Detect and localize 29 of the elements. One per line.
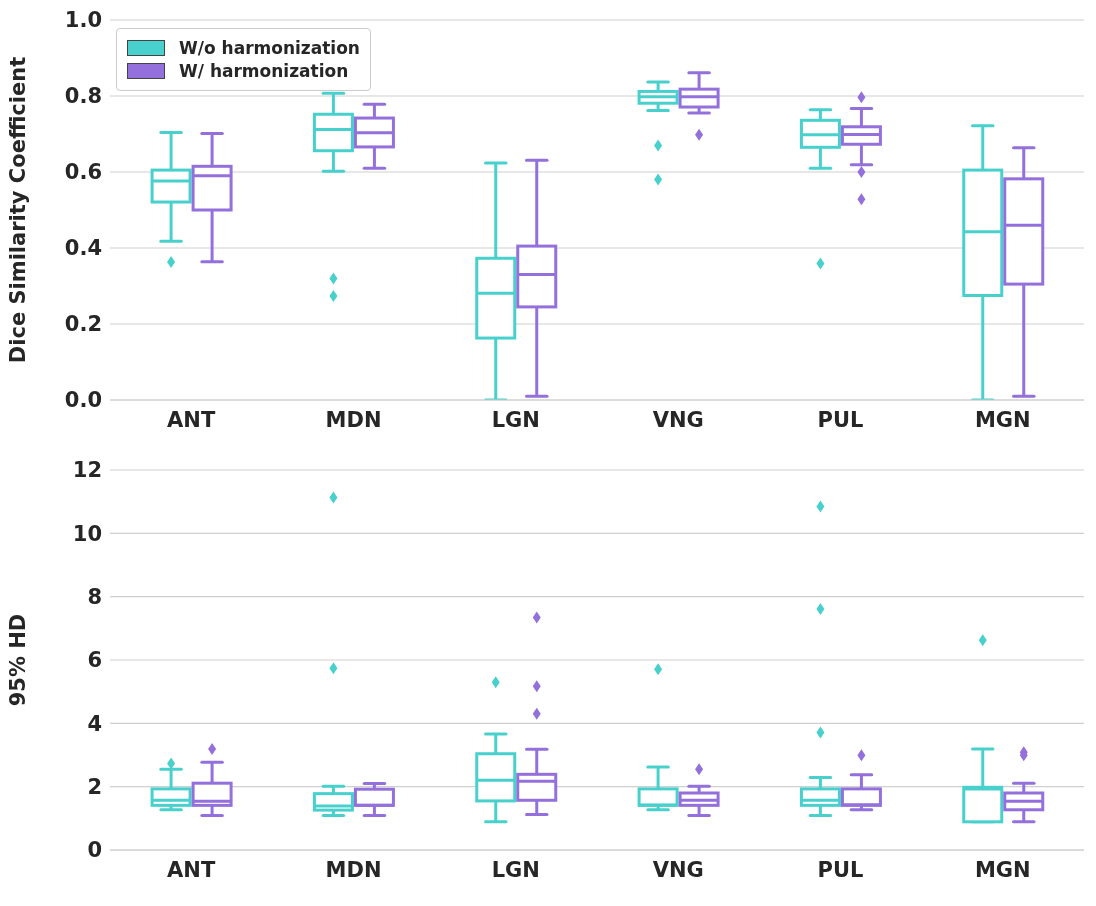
y-axis-title: 95% HD (6, 613, 31, 707)
x-tick-label: PUL (817, 857, 864, 882)
y-tick-label: 10 (72, 521, 102, 546)
x-tick-label: VNG (652, 857, 704, 882)
y-tick-label: 12 (72, 458, 102, 483)
y-tick-label: 0.6 (64, 160, 102, 185)
x-tick-label: VNG (652, 407, 704, 432)
x-tick-label: MGN (974, 857, 1031, 882)
legend-label: W/o harmonization (179, 38, 360, 58)
x-tick-label: LGN (491, 407, 540, 432)
y-axis-title: Dice Similarity Coefficient (6, 56, 31, 364)
y-tick-label: 0.2 (64, 312, 102, 337)
x-tick-label: PUL (817, 407, 864, 432)
y-tick-label: 6 (87, 648, 102, 673)
y-tick-label: 1.0 (64, 8, 102, 33)
x-tick-label: MDN (325, 857, 382, 882)
y-tick-label: 0.8 (64, 84, 102, 109)
y-tick-label: 0.0 (64, 388, 102, 413)
y-tick-label: 4 (87, 711, 102, 736)
x-tick-label: MGN (974, 407, 1031, 432)
legend-label: W/ harmonization (179, 61, 349, 81)
y-tick-label: 0.4 (64, 236, 102, 261)
y-tick-label: 8 (87, 585, 102, 610)
y-tick-label: 2 (87, 775, 102, 800)
x-tick-label: LGN (491, 857, 540, 882)
y-tick-label: 0 (87, 838, 102, 863)
x-tick-label: MDN (325, 407, 382, 432)
x-tick-label: ANT (167, 857, 216, 882)
x-tick-label: ANT (167, 407, 216, 432)
